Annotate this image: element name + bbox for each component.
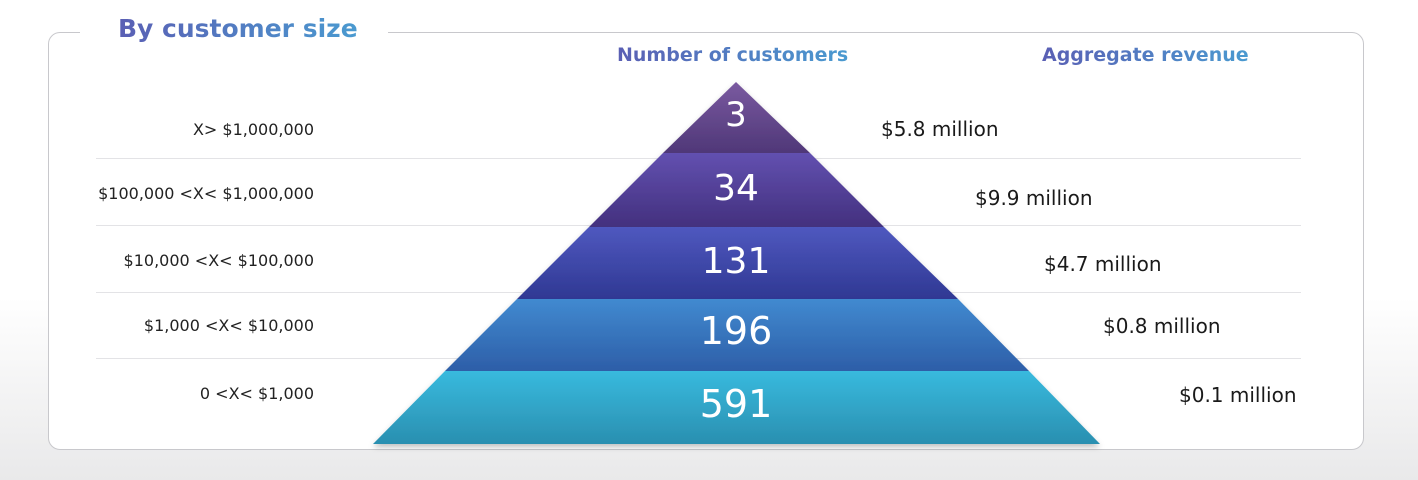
chart-title: By customer size xyxy=(118,14,358,43)
count-100k-1m: 34 xyxy=(713,168,759,209)
count-1k-10k: 196 xyxy=(700,309,773,353)
revenue-10k-100k: $4.7 million xyxy=(1044,252,1162,276)
tier-label-10k-100k: $10,000 <X< $100,000 xyxy=(123,251,314,270)
revenue-under-1k: $0.1 million xyxy=(1179,383,1297,407)
tier-label-under-1k: 0 <X< $1,000 xyxy=(199,384,314,403)
tier-label-1k-10k: $1,000 <X< $10,000 xyxy=(143,316,314,335)
title-mask xyxy=(80,18,388,48)
pyramid-tier-1k-10k xyxy=(445,299,1029,371)
count-under-1k: 591 xyxy=(700,382,773,426)
header-number-of-customers: Number of customers xyxy=(617,44,849,66)
pyramid-tier-under-1k xyxy=(373,371,1100,444)
count-10k-100k: 131 xyxy=(702,241,771,282)
pyramid-tier-over-1m xyxy=(663,82,810,153)
count-over-1m: 3 xyxy=(725,95,747,135)
pyramid-tier-10k-100k xyxy=(517,227,958,299)
revenue-100k-1m: $9.9 million xyxy=(975,186,1093,210)
header-aggregate-revenue: Aggregate revenue xyxy=(1042,44,1249,66)
tier-label-100k-1m: $100,000 <X< $1,000,000 xyxy=(98,184,314,203)
pyramid-tier-100k-1m xyxy=(589,153,884,227)
tier-label-over-1m: X> $1,000,000 xyxy=(192,120,314,139)
revenue-over-1m: $5.8 million xyxy=(881,117,999,141)
revenue-1k-10k: $0.8 million xyxy=(1103,314,1221,338)
